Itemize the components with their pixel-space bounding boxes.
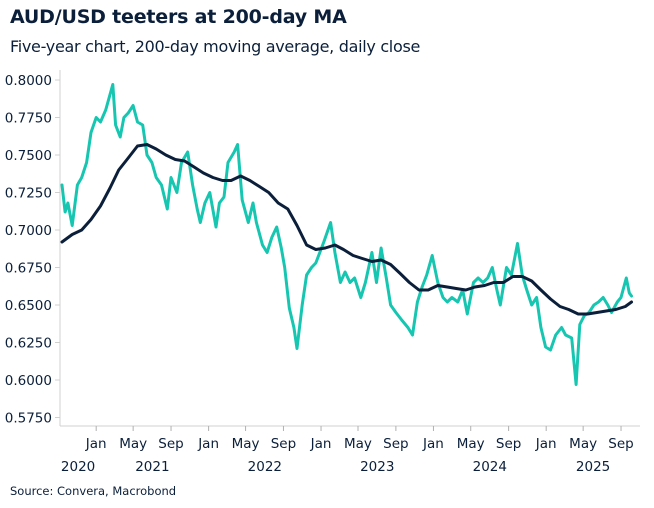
x-tick-label: Sep xyxy=(383,436,408,452)
y-tick-label: 0.7500 xyxy=(5,148,52,164)
x-tick-label: Sep xyxy=(271,436,296,452)
y-tick-label: 0.6500 xyxy=(5,298,52,314)
y-tick-label: 0.6000 xyxy=(5,373,52,389)
series-line-200-day-ma xyxy=(60,143,633,316)
y-tick-label: 0.6750 xyxy=(5,261,52,277)
x-tick-label: Jan xyxy=(85,436,107,452)
x-tick-label: Jan xyxy=(197,436,219,452)
x-tick-label: Sep xyxy=(496,436,521,452)
x-year-label: 2023 xyxy=(360,459,394,475)
x-tick-label: Sep xyxy=(158,436,183,452)
series-line-spot xyxy=(60,83,633,386)
x-tick-label: Jan xyxy=(422,436,444,452)
x-tick-label: Sep xyxy=(608,436,633,452)
x-tick-label: May xyxy=(569,436,597,452)
x-tick-label: May xyxy=(344,436,372,452)
y-tick-label: 0.7000 xyxy=(5,223,52,239)
x-year-label: 2020 xyxy=(61,459,95,475)
x-tick-label: May xyxy=(119,436,147,452)
x-tick-label: Jan xyxy=(535,436,557,452)
y-tick-label: 0.7750 xyxy=(5,111,52,127)
y-tick-label: 0.6250 xyxy=(5,336,52,352)
x-year-label: 2021 xyxy=(135,459,169,475)
x-year-label: 2022 xyxy=(248,459,282,475)
y-tick-label: 0.7250 xyxy=(5,186,52,202)
chart-subtitle: Five-year chart, 200-day moving average,… xyxy=(10,37,421,56)
x-year-label: 2025 xyxy=(576,459,610,475)
chart-title: AUD/USD teeters at 200-day MA xyxy=(10,6,347,28)
source-note: Source: Convera, Macrobond xyxy=(10,484,177,498)
x-tick-label: Jan xyxy=(310,436,332,452)
x-tick-label: May xyxy=(232,436,260,452)
y-tick-label: 0.5750 xyxy=(5,411,52,427)
x-tick-label: May xyxy=(457,436,485,452)
x-year-label: 2024 xyxy=(473,459,507,475)
y-tick-label: 0.8000 xyxy=(5,73,52,89)
